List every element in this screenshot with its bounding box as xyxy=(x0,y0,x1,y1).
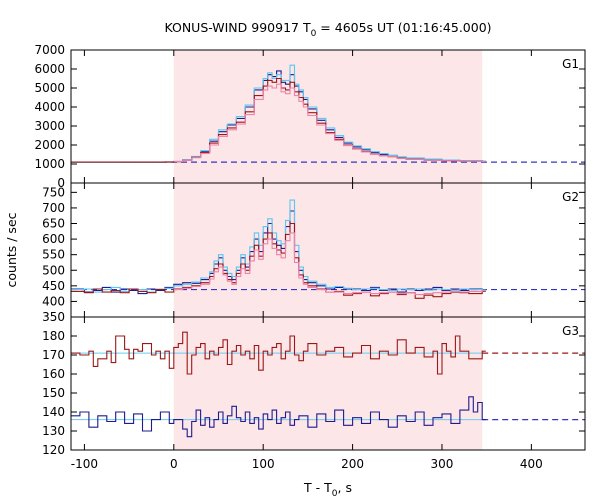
series-pink xyxy=(173,83,486,163)
y-tick-label: 550 xyxy=(42,248,65,262)
series-red xyxy=(71,331,486,375)
series-light_blue xyxy=(71,64,486,164)
y-tick-label: 180 xyxy=(42,329,65,343)
shaded-interval xyxy=(173,50,483,183)
series-light_blue xyxy=(71,199,486,293)
y-tick-label: 750 xyxy=(42,185,65,199)
x-tick-label: 0 xyxy=(170,457,178,471)
chart-title: KONUS-WIND 990917 T0 = 4605s UT (01:16:4… xyxy=(164,20,491,39)
x-tick-label: 400 xyxy=(520,457,543,471)
y-tick-label: 600 xyxy=(42,232,65,246)
y-tick-label: 7000 xyxy=(34,43,65,57)
panel-frame xyxy=(70,316,586,451)
y-tick-label: 400 xyxy=(42,294,65,308)
x-tick-label: 300 xyxy=(431,457,454,471)
panel-label: G2 xyxy=(562,190,579,204)
shaded-interval xyxy=(173,317,483,450)
x-axis-label: T - T0, s xyxy=(303,480,352,499)
y-tick-label: 1000 xyxy=(34,157,65,171)
y-tick-label: 500 xyxy=(42,263,65,277)
series-dark_blue xyxy=(71,396,486,438)
y-tick-label: 700 xyxy=(42,201,65,215)
series-red xyxy=(71,222,486,299)
y-tick-label: 120 xyxy=(42,443,65,457)
panel-g1: 0 1000 2000 3000 4000 5000 6000 7000 G1 xyxy=(34,43,586,190)
panel-g3: 120 130 140 150 160 170 180 G3 xyxy=(42,316,586,457)
series-pink xyxy=(173,232,486,296)
x-tick-label: 100 xyxy=(252,457,275,471)
y-tick-label: 3000 xyxy=(34,119,65,133)
y-axis-label: counts / sec xyxy=(4,212,19,287)
y-tick-label: 2000 xyxy=(34,138,65,152)
panel-label: G3 xyxy=(562,324,579,338)
x-tick-label: -100 xyxy=(71,457,98,471)
y-tick-label: 160 xyxy=(42,367,65,381)
panels-group: 01000200030004000500060007000G1350400450… xyxy=(34,43,586,471)
y-tick-label: 350 xyxy=(42,310,65,324)
y-tick-label: 0 xyxy=(57,176,65,190)
y-tick-label: 4000 xyxy=(34,100,65,114)
y-tick-label: 150 xyxy=(42,386,65,400)
x-tick-label: 200 xyxy=(341,457,364,471)
y-tick-label: 650 xyxy=(42,217,65,231)
y-tick-label: 170 xyxy=(42,348,65,362)
panel-label: G1 xyxy=(562,57,579,71)
y-tick-label: 6000 xyxy=(34,62,65,76)
y-tick-label: 450 xyxy=(42,279,65,293)
y-tick-label: 130 xyxy=(42,424,65,438)
y-tick-label: 140 xyxy=(42,405,65,419)
y-tick-label: 5000 xyxy=(34,81,65,95)
